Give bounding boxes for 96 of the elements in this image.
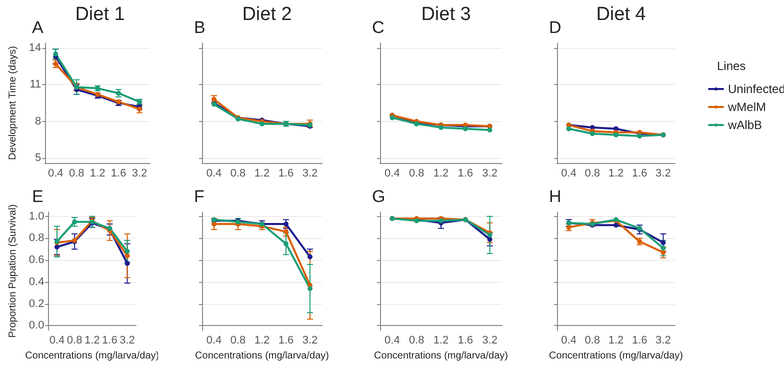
point [390, 115, 395, 120]
y-tick-label: 8 [35, 115, 42, 128]
x-tick-label: 1.6 [458, 168, 474, 180]
x-tick-label: 0.4 [561, 168, 576, 180]
x-tick-label: 1.2 [433, 168, 449, 180]
text: F [194, 187, 204, 206]
x-axis-title: Concentrations (mg/larva/day) [374, 350, 508, 362]
chart-title: Diet 2 [242, 4, 292, 25]
chart-title: Diet 4 [596, 4, 646, 25]
x-tick-label: 0.8 [584, 168, 600, 180]
x-tick-label: 3.2 [482, 334, 498, 347]
x-tick-label: 1.6 [110, 168, 126, 180]
y-tick-label: 5 [35, 152, 42, 164]
point [566, 126, 572, 132]
x-tick-label: 3.2 [656, 168, 671, 180]
point [124, 248, 130, 254]
x-tick-label: 1.6 [632, 334, 648, 347]
x-tick-label: 3.2 [482, 168, 498, 180]
y-tick-label: 14 [28, 42, 42, 54]
point [53, 61, 58, 66]
x-tick-label: 1.2 [608, 334, 624, 347]
x-tick-label: 3.2 [120, 334, 135, 347]
x-tick-label: 0.8 [230, 334, 246, 347]
x-tick-label: 0.4 [206, 334, 222, 347]
point [137, 106, 142, 112]
x-tick-label: 1.2 [84, 334, 100, 347]
text: E [32, 187, 44, 206]
point [660, 240, 666, 246]
y-tick-label: 0.4 [28, 276, 44, 288]
x-axis-title: Concentrations (mg/larva/day) [549, 350, 683, 362]
chart-title: Diet 1 [75, 4, 125, 25]
legend-label: wMelM [727, 100, 766, 114]
text: H [549, 187, 562, 206]
point [487, 127, 492, 132]
x-tick-label: 0.8 [408, 334, 424, 347]
point [487, 236, 492, 242]
x-tick-label: 3.2 [302, 168, 318, 180]
y-tick-label: 1.0 [28, 210, 44, 222]
x-tick-label: 3.2 [656, 334, 671, 347]
point [284, 222, 288, 227]
text: B [194, 18, 206, 37]
y-tick-label: 0.8 [28, 232, 44, 244]
y-tick-label: 0.2 [28, 298, 44, 310]
x-tick-label: 1.6 [102, 334, 118, 347]
point [260, 121, 264, 126]
point [590, 131, 595, 136]
x-tick-label: 0.4 [48, 168, 64, 180]
x-tick-label: 0.4 [206, 168, 222, 180]
y-tick-label: 0.6 [28, 254, 44, 266]
text: G [372, 187, 386, 206]
point [637, 134, 642, 139]
point [614, 222, 618, 228]
y-tick-label: 0.0 [28, 320, 44, 332]
legend-title: Lines [717, 59, 746, 73]
y-tick-label: 11 [30, 78, 42, 91]
point [284, 229, 288, 234]
point [212, 222, 216, 227]
point [54, 244, 60, 250]
text: A [32, 18, 44, 37]
legend-label: wAlbB [727, 118, 762, 132]
x-tick-label: 1.2 [254, 334, 270, 347]
y-axis-title: Development Time (days) [8, 46, 18, 160]
x-tick-label: 0.8 [408, 168, 424, 180]
x-tick-label: 1.2 [433, 334, 449, 347]
x-tick-label: 0.8 [584, 334, 600, 347]
x-tick-label: 0.4 [384, 168, 400, 180]
x-axis-title: Concentrations (mg/larva/day) [195, 350, 329, 362]
point [308, 254, 312, 260]
text: D [549, 18, 562, 37]
x-tick-label: 0.8 [230, 168, 246, 180]
point [72, 219, 78, 224]
x-tick-label: 0.4 [49, 334, 65, 347]
x-tick-label: 1.6 [278, 334, 294, 347]
x-tick-label: 1.2 [90, 168, 106, 180]
chart-title: Diet 3 [421, 4, 471, 25]
x-tick-label: 1.2 [608, 168, 624, 180]
x-tick-label: 1.6 [458, 334, 474, 347]
line-series [53, 61, 142, 112]
y-axis-title: Proportion Pupation (Survival) [8, 204, 18, 338]
point [462, 126, 468, 132]
point [284, 241, 288, 246]
x-tick-label: 3.2 [132, 168, 148, 180]
x-tick-label: 0.4 [384, 334, 400, 347]
point [124, 260, 130, 266]
x-tick-label: 0.4 [561, 334, 576, 347]
point [308, 286, 312, 292]
x-tick-label: 1.2 [254, 168, 270, 180]
x-tick-label: 0.8 [66, 334, 82, 347]
x-tick-label: 1.6 [278, 168, 294, 180]
point [614, 132, 618, 138]
text: C [372, 18, 384, 37]
x-tick-label: 3.2 [302, 334, 318, 347]
point [660, 246, 666, 251]
point [660, 250, 666, 255]
x-tick-label: 1.6 [632, 168, 648, 180]
x-tick-label: 0.8 [68, 168, 84, 180]
